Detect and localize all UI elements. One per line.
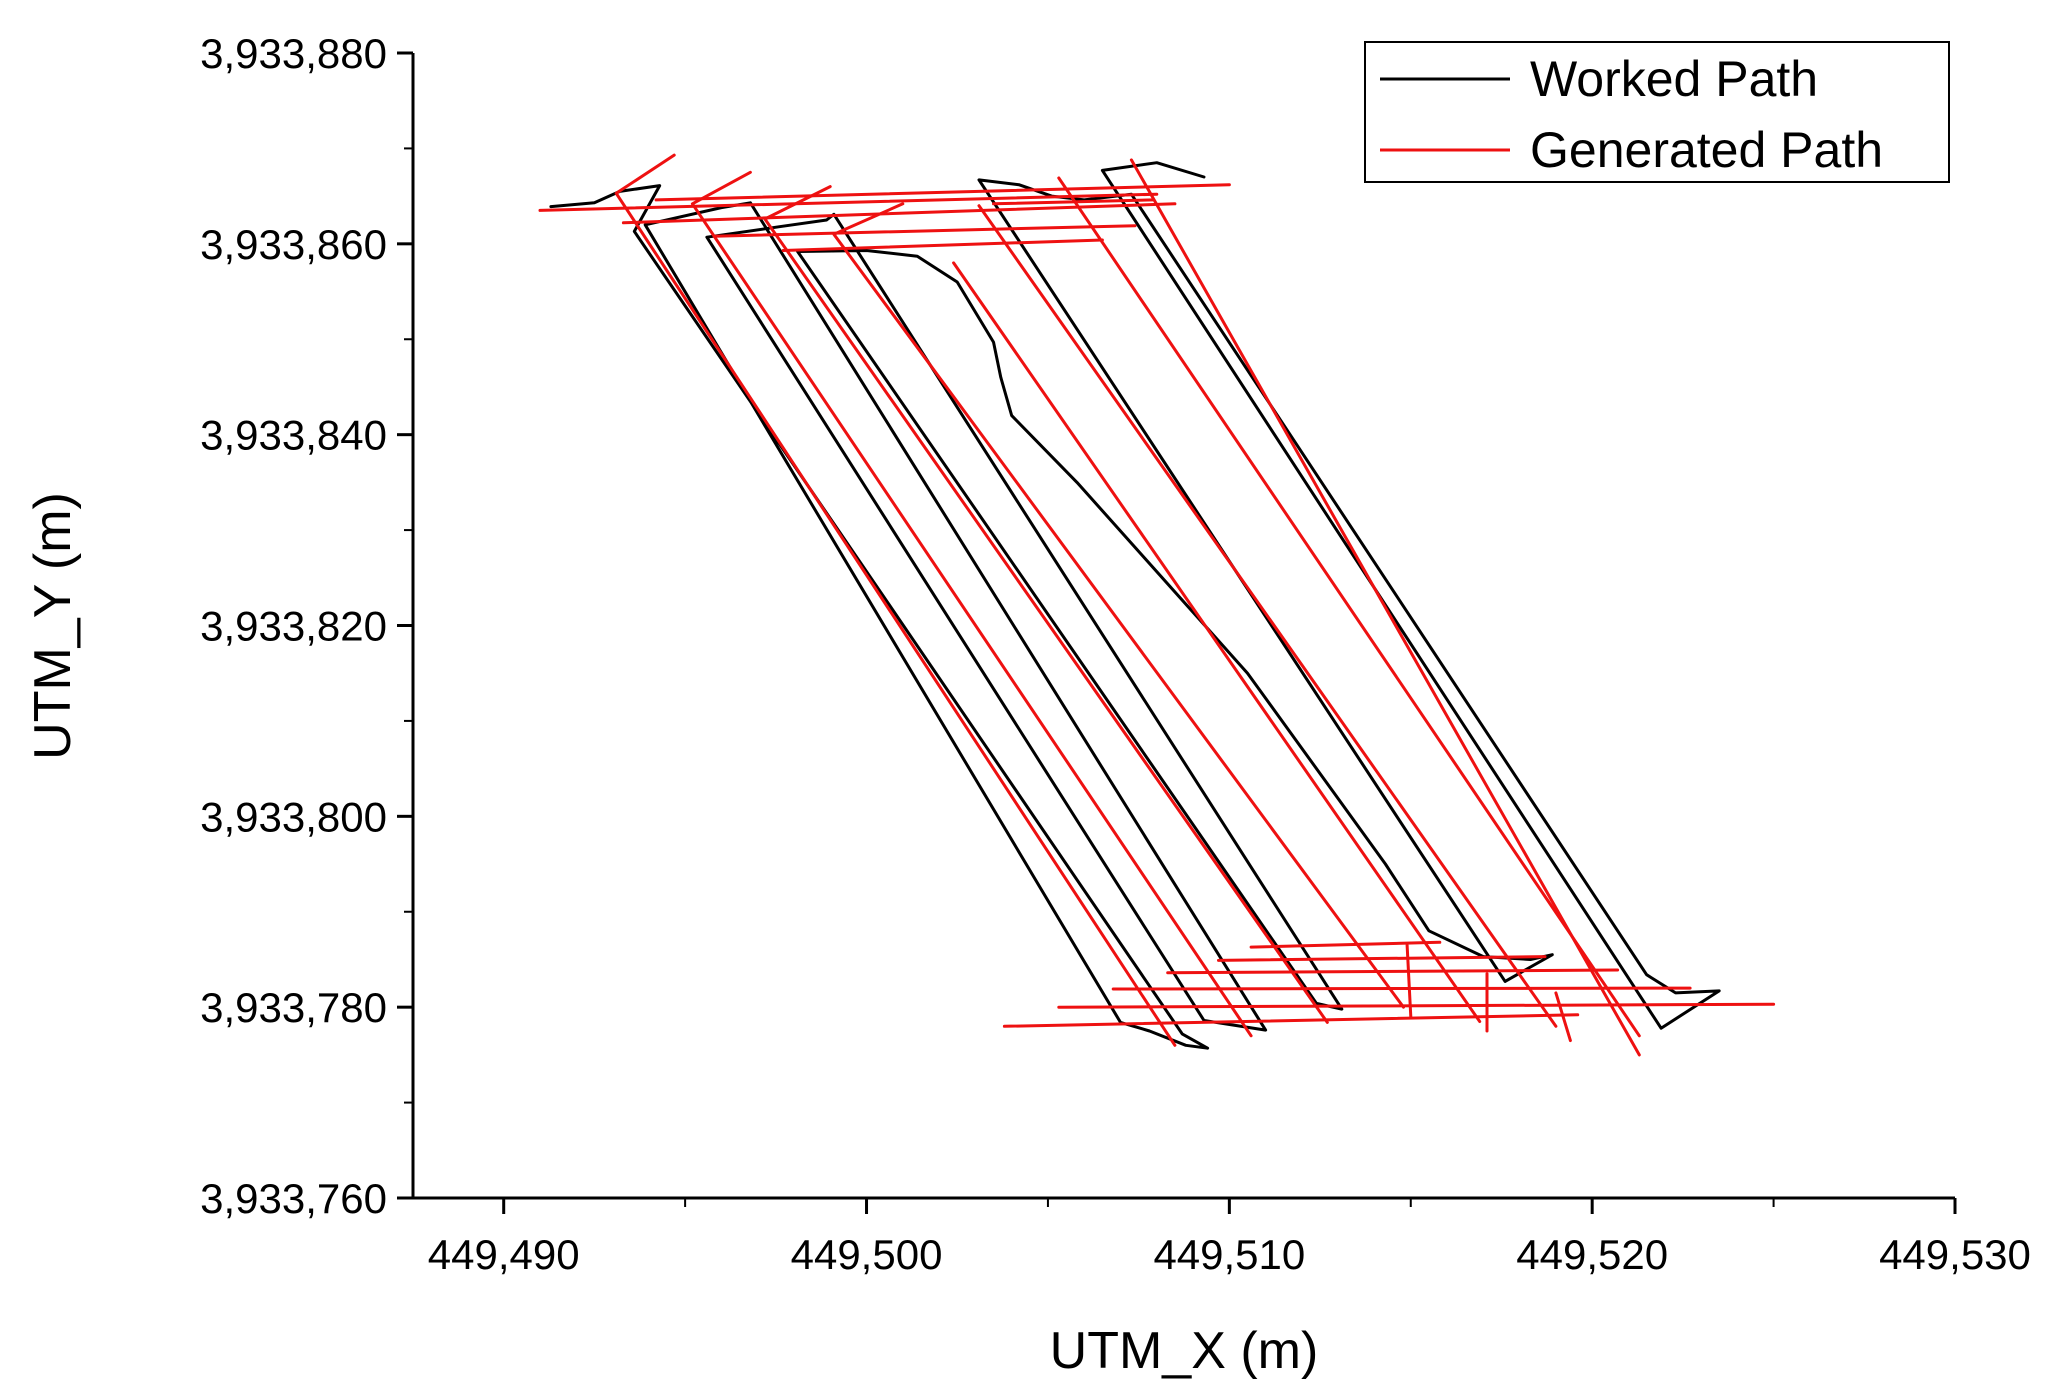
generated-path-segment: [1554, 991, 1572, 1043]
generated-path-segment: [763, 185, 1329, 1024]
legend: Worked Path Generated Path: [1364, 41, 1950, 183]
x-tick-label: 449,510: [1153, 1231, 1305, 1278]
x-ticks: 449,490 449,500 449,510 449,520 449,530: [428, 1198, 2031, 1278]
generated-path-segment: [1405, 943, 1413, 1019]
generated-path-segment: [614, 153, 1177, 1047]
y-tick-label: 3,933,820: [200, 603, 387, 650]
legend-label-worked-path: Worked Path: [1530, 51, 1818, 107]
series-layer: [538, 153, 1776, 1057]
generated-path-segment: [538, 192, 1159, 212]
generated-path-segment: [712, 224, 1137, 238]
generated-path-segment: [1111, 986, 1692, 991]
y-tick-label: 3,933,860: [200, 221, 387, 268]
x-tick-label: 449,530: [1879, 1231, 2031, 1278]
generated-path-segment: [952, 261, 1482, 1023]
legend-box: [1364, 41, 1950, 183]
generated-path-segment: [1129, 158, 1641, 1057]
legend-label-generated-path: Generated Path: [1530, 122, 1883, 178]
generated-path-segment: [654, 183, 1231, 202]
y-tick-label: 3,933,840: [200, 412, 387, 459]
x-tick-label: 449,520: [1516, 1231, 1668, 1278]
generated-path-segment: [690, 170, 1253, 1038]
generated-path-segment: [1217, 955, 1547, 962]
generated-path-segment: [1249, 940, 1442, 949]
generated-path-segment: [1057, 1002, 1776, 1009]
plot-area: [538, 153, 1776, 1057]
y-ticks: 3,933,760 3,933,780 3,933,800 3,933,820 3,93…: [200, 30, 413, 1222]
y-axis-title: UTM_Y (m): [24, 492, 82, 760]
generated-path-segment: [977, 204, 1558, 1028]
generated-path-segment: [1002, 1013, 1580, 1028]
generated-path-segment: [781, 238, 1104, 252]
x-tick-label: 449,490: [428, 1231, 580, 1278]
y-tick-label: 3,933,800: [200, 793, 387, 840]
x-axis-title: UTM_X (m): [1050, 1322, 1319, 1380]
x-tick-label: 449,500: [791, 1231, 943, 1278]
generated-path-segment: [621, 202, 1177, 225]
y-tick-label: 3,933,760: [200, 1175, 387, 1222]
axes: 449,490 449,500 449,510 449,520 449,530 3,93…: [200, 30, 2031, 1278]
generated-path-segment: [832, 202, 1405, 1009]
worked-path-line: [549, 161, 1721, 1050]
generated-path-segment: [1166, 968, 1620, 975]
generated-path-segment: [1057, 176, 1641, 1038]
y-tick-label: 3,933,780: [200, 984, 387, 1031]
y-tick-label: 3,933,880: [200, 30, 387, 77]
